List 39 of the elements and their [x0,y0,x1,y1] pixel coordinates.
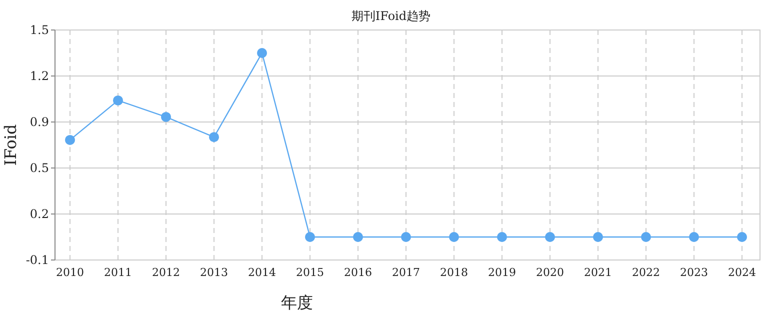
x-tick-label: 2019 [488,266,516,279]
y-tick-label: 0.2 [30,207,49,221]
point [689,232,699,242]
y-tick-label: 0.5 [30,161,49,175]
point [401,232,411,242]
y-axis-title: IFoid [1,124,20,166]
x-tick-label: 2010 [56,266,84,279]
x-tick-label: 2021 [584,266,612,279]
point [641,232,651,242]
y-tick-label: 1.5 [30,23,49,37]
point [113,95,123,106]
x-tick-label: 2014 [248,266,276,279]
x-tick-label: 2020 [536,266,564,279]
point [65,134,75,145]
point [209,132,219,142]
x-tick-label: 2017 [392,266,420,279]
point [593,232,603,242]
point [353,232,363,242]
y-tick-label: 1.2 [30,69,49,83]
x-tick-label: 2023 [680,266,708,279]
x-tick-label: 2018 [440,266,468,279]
point [545,232,555,242]
point [737,232,747,242]
point [257,48,267,58]
chart-title: 期刊IFoid趋势 [351,9,431,23]
point [161,112,171,122]
x-tick-label: 2015 [296,266,324,279]
point [449,232,459,242]
y-tick-label: 0.9 [30,115,49,129]
point [305,232,315,242]
x-tick-label: 2012 [152,266,180,279]
x-tick-label: 2013 [200,266,228,279]
x-tick-label: 2011 [104,266,132,279]
y-tick-label: -0.1 [26,253,49,267]
x-axis-title: 年度 [281,293,313,312]
point [497,232,507,242]
x-tick-label: 2024 [728,266,756,279]
x-tick-label: 2016 [344,266,372,279]
x-tick-label: 2022 [632,266,660,279]
